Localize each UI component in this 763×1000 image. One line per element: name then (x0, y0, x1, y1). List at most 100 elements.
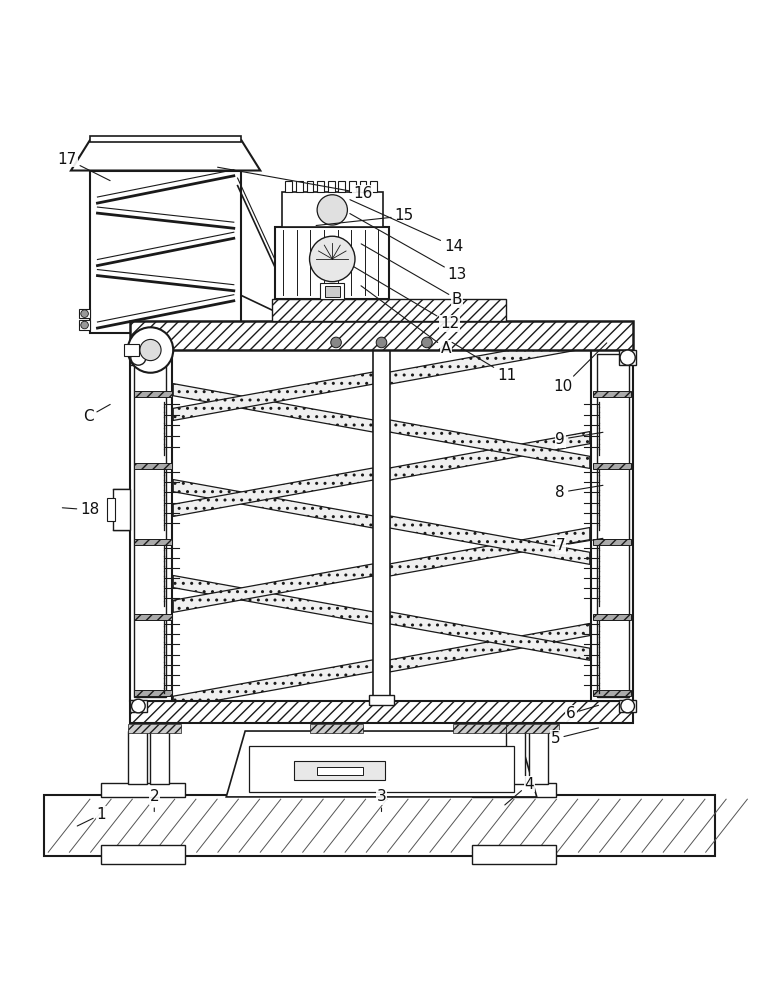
Polygon shape (591, 350, 633, 701)
Text: 4: 4 (505, 777, 534, 805)
Polygon shape (472, 845, 555, 864)
Circle shape (317, 195, 347, 225)
Polygon shape (593, 614, 631, 620)
Circle shape (621, 699, 635, 713)
Polygon shape (150, 731, 169, 784)
Polygon shape (249, 746, 514, 792)
Polygon shape (507, 731, 526, 784)
Polygon shape (130, 321, 633, 350)
Polygon shape (320, 283, 344, 299)
Text: 7: 7 (555, 538, 603, 553)
Polygon shape (173, 575, 373, 624)
Polygon shape (597, 354, 629, 697)
Polygon shape (130, 700, 146, 712)
Polygon shape (134, 354, 166, 697)
Polygon shape (593, 690, 631, 696)
Polygon shape (134, 690, 172, 696)
Polygon shape (101, 845, 185, 864)
Circle shape (376, 337, 387, 348)
Polygon shape (370, 181, 377, 192)
Polygon shape (173, 660, 373, 708)
Polygon shape (453, 724, 507, 733)
Text: 12: 12 (353, 267, 459, 331)
Polygon shape (296, 181, 303, 192)
Polygon shape (338, 181, 345, 192)
Text: 13: 13 (349, 214, 467, 282)
Polygon shape (593, 463, 631, 469)
Polygon shape (134, 539, 172, 545)
Polygon shape (275, 227, 389, 299)
Polygon shape (369, 695, 394, 705)
Text: 9: 9 (555, 432, 603, 447)
Text: 16: 16 (217, 167, 372, 201)
Text: 18: 18 (63, 502, 99, 517)
Polygon shape (593, 391, 631, 397)
Polygon shape (295, 761, 385, 780)
Circle shape (140, 339, 161, 361)
Text: B: B (361, 244, 462, 307)
Polygon shape (130, 350, 146, 365)
Polygon shape (79, 309, 90, 318)
Polygon shape (310, 724, 362, 733)
Polygon shape (272, 299, 507, 321)
Polygon shape (173, 480, 373, 528)
Circle shape (81, 310, 89, 317)
Polygon shape (90, 136, 241, 142)
Circle shape (330, 337, 341, 348)
Circle shape (422, 337, 433, 348)
Text: 8: 8 (555, 485, 603, 500)
Polygon shape (173, 564, 373, 612)
Polygon shape (173, 468, 373, 516)
Circle shape (130, 350, 146, 365)
Text: 10: 10 (554, 343, 607, 394)
Polygon shape (114, 489, 130, 530)
Polygon shape (134, 463, 172, 469)
Polygon shape (530, 731, 548, 784)
Polygon shape (79, 320, 90, 330)
Polygon shape (325, 286, 340, 297)
Text: A: A (361, 286, 451, 356)
Text: 17: 17 (57, 152, 110, 181)
Polygon shape (390, 432, 590, 480)
Polygon shape (134, 391, 172, 397)
Polygon shape (130, 701, 633, 723)
Polygon shape (44, 795, 715, 856)
Polygon shape (101, 783, 185, 797)
Text: 15: 15 (316, 208, 414, 226)
Polygon shape (127, 724, 181, 733)
Polygon shape (390, 612, 590, 660)
Polygon shape (307, 181, 314, 192)
Polygon shape (390, 623, 590, 672)
Polygon shape (282, 192, 383, 227)
Polygon shape (108, 498, 115, 521)
Circle shape (127, 327, 173, 373)
Polygon shape (620, 350, 636, 365)
Polygon shape (472, 783, 555, 797)
Polygon shape (359, 181, 366, 192)
Polygon shape (71, 140, 260, 171)
Polygon shape (390, 420, 590, 468)
Polygon shape (390, 516, 590, 564)
Polygon shape (127, 731, 146, 784)
Polygon shape (328, 181, 334, 192)
Polygon shape (285, 181, 292, 192)
Polygon shape (90, 171, 241, 333)
Circle shape (81, 321, 89, 329)
Polygon shape (349, 181, 356, 192)
Polygon shape (173, 372, 373, 420)
Polygon shape (390, 528, 590, 576)
Polygon shape (226, 731, 537, 797)
Circle shape (131, 699, 145, 713)
Polygon shape (373, 349, 390, 701)
Circle shape (310, 236, 355, 282)
Polygon shape (593, 539, 631, 545)
Polygon shape (317, 767, 362, 775)
Polygon shape (507, 724, 559, 733)
Text: 3: 3 (377, 789, 386, 812)
Circle shape (620, 350, 636, 365)
Polygon shape (134, 614, 172, 620)
Text: C: C (83, 404, 110, 424)
Text: 11: 11 (452, 342, 516, 383)
Polygon shape (173, 384, 373, 432)
Polygon shape (620, 700, 636, 712)
